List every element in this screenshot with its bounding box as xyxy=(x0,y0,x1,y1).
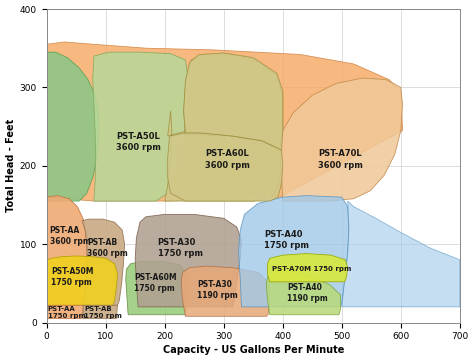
Polygon shape xyxy=(183,53,283,150)
Text: PST-A30
1750 rpm: PST-A30 1750 rpm xyxy=(158,238,203,258)
Polygon shape xyxy=(47,256,118,305)
Text: PST-A50L
3600 rpm: PST-A50L 3600 rpm xyxy=(116,132,161,152)
X-axis label: Capacity - US Gallons Per Minute: Capacity - US Gallons Per Minute xyxy=(163,345,344,356)
Text: PST-A40
1750 rpm: PST-A40 1750 rpm xyxy=(264,230,309,250)
Polygon shape xyxy=(181,266,270,316)
Polygon shape xyxy=(266,269,341,315)
Text: PST-A70L
3600 rpm: PST-A70L 3600 rpm xyxy=(318,149,363,170)
Polygon shape xyxy=(47,305,83,319)
Polygon shape xyxy=(47,42,402,201)
Polygon shape xyxy=(238,196,349,307)
Polygon shape xyxy=(93,52,188,201)
Polygon shape xyxy=(126,261,188,315)
Text: PST-AA
3600 rpm: PST-AA 3600 rpm xyxy=(50,226,91,247)
Polygon shape xyxy=(342,201,460,307)
Text: PST-A50M
1750 rpm: PST-A50M 1750 rpm xyxy=(51,267,94,287)
Polygon shape xyxy=(83,305,118,319)
Y-axis label: Total Head - Feet: Total Head - Feet xyxy=(6,119,16,212)
Polygon shape xyxy=(47,196,88,305)
Polygon shape xyxy=(168,133,283,201)
Polygon shape xyxy=(47,52,99,201)
Text: PST-A70M 1750 rpm: PST-A70M 1750 rpm xyxy=(272,266,352,272)
Text: PST-A40
1190 rpm: PST-A40 1190 rpm xyxy=(288,283,328,303)
Polygon shape xyxy=(82,219,125,305)
Text: PST-A60L
3600 rpm: PST-A60L 3600 rpm xyxy=(205,149,250,170)
Polygon shape xyxy=(135,214,241,307)
Text: PST-AB
3600 rpm: PST-AB 3600 rpm xyxy=(87,238,128,258)
Text: PST-AB
1750 rpm: PST-AB 1750 rpm xyxy=(84,306,122,319)
Polygon shape xyxy=(183,55,283,149)
Polygon shape xyxy=(280,78,402,201)
Text: PST-A60M
1750 rpm: PST-A60M 1750 rpm xyxy=(134,273,177,293)
Text: PST-A30
1190 rpm: PST-A30 1190 rpm xyxy=(197,279,238,300)
Text: PST-AA
1750 rpm: PST-AA 1750 rpm xyxy=(48,306,86,319)
Polygon shape xyxy=(267,253,348,282)
Polygon shape xyxy=(165,111,282,201)
